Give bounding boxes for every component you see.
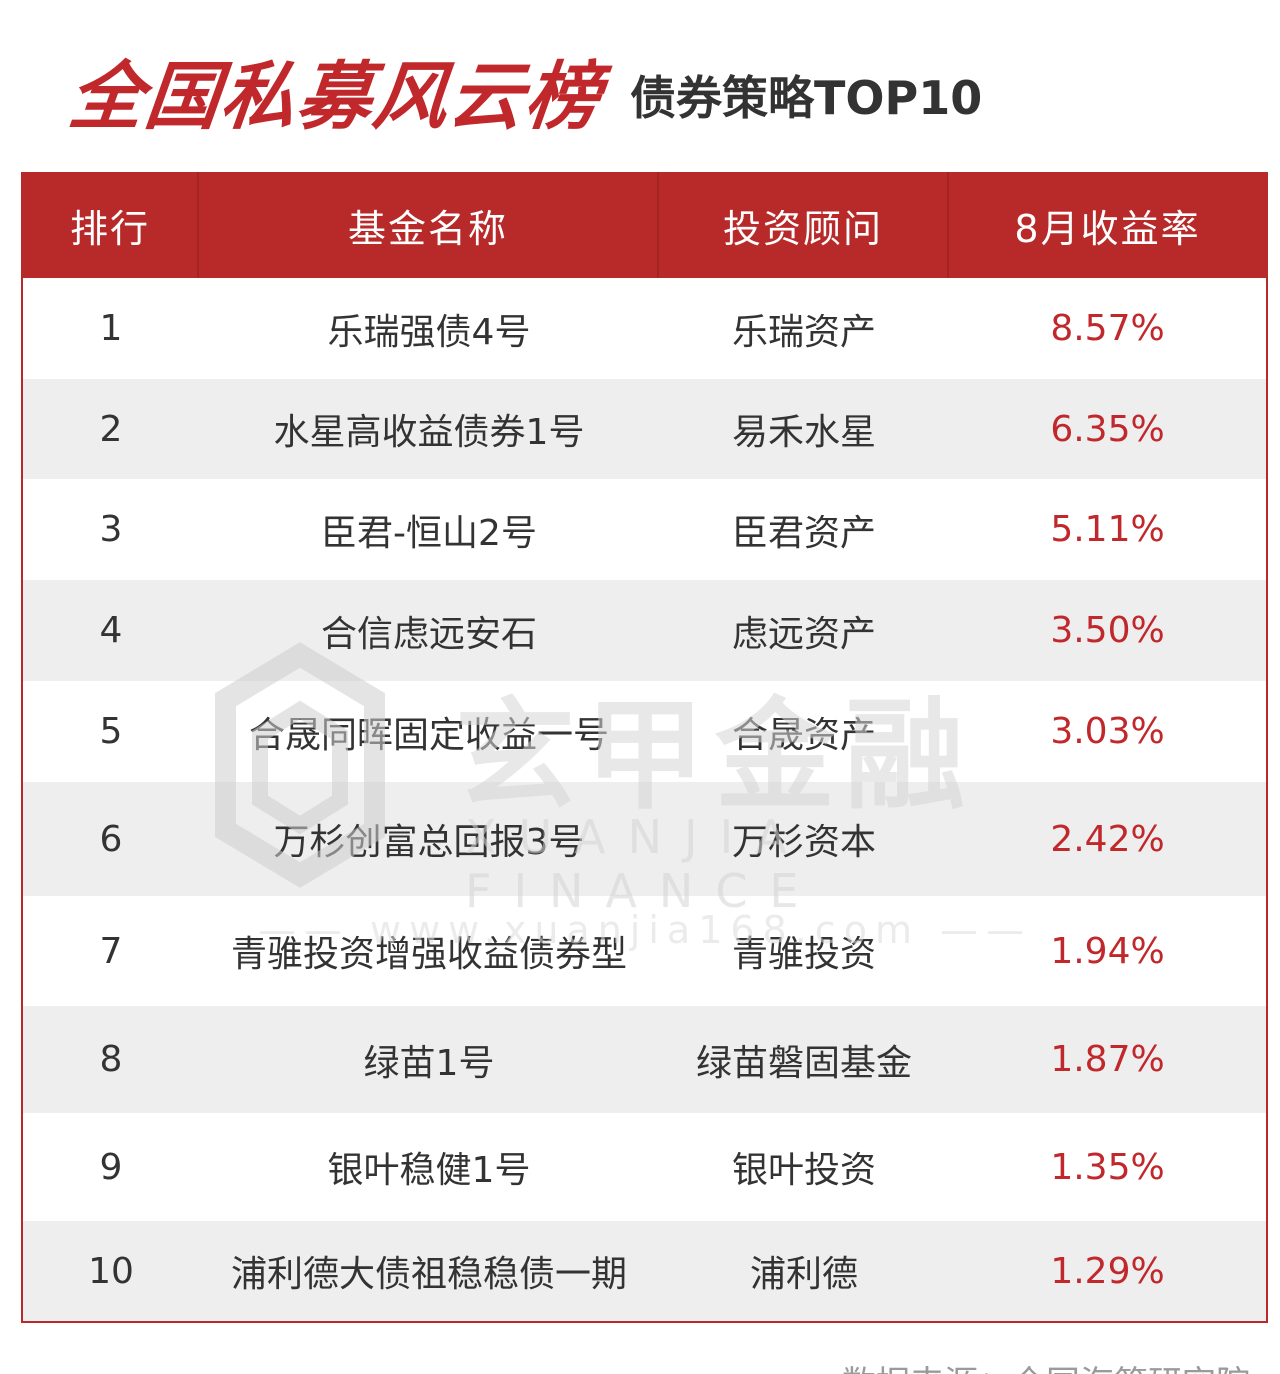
rank-cell: 8 <box>99 1039 123 1080</box>
fund-name-cell: 绿苗1号 <box>363 1042 495 1084</box>
table-body: 1 乐瑞强债4号 乐瑞资产 8.57% 2 水星高收益债券1号 易禾水星 6.35% 3 臣君-恒… <box>23 278 1266 1321</box>
advisor-cell: 万杉资本 <box>731 822 876 863</box>
table-row: 3 臣君-恒山2号 臣君资产 5.11% <box>23 479 1266 580</box>
rank-cell: 10 <box>88 1250 134 1292</box>
rank-cell: 5 <box>99 711 123 752</box>
header-title: 全国私募风云榜 <box>64 53 606 140</box>
return-cell: 1.29% <box>1050 1250 1165 1292</box>
return-cell: 3.03% <box>1050 711 1165 752</box>
rank-cell: 4 <box>99 610 123 651</box>
table-row: 6 万杉创富总回报3号 万杉资本 2.42% <box>23 782 1266 896</box>
table-row: 5 合晟同晖固定收益一号 合晟资产 3.03% <box>23 681 1266 782</box>
table-row: 10 浦利德大债祖稳稳债一期 浦利德 1.29% <box>23 1221 1266 1321</box>
fund-name-cell: 浦利德大债祖稳稳债一期 <box>230 1254 627 1295</box>
advisor-cell: 浦利德 <box>749 1254 858 1295</box>
rank-cell: 3 <box>99 509 123 550</box>
return-cell: 5.11% <box>1050 509 1165 550</box>
rank-cell: 6 <box>99 818 123 860</box>
table-row: 1 乐瑞强债4号 乐瑞资产 8.57% <box>23 278 1266 379</box>
fund-name-cell: 合信虑远安石 <box>320 613 537 655</box>
column-header-return: 8月收益率 <box>1014 206 1201 251</box>
table-row: 9 银叶稳健1号 银叶投资 1.35% <box>23 1113 1266 1221</box>
advisor-cell: 虑远资产 <box>731 613 876 655</box>
header: 全国私募风云榜 债券策略TOP10 <box>65 30 983 150</box>
return-cell: 1.87% <box>1050 1039 1165 1080</box>
table-row: 7 青骓投资增强收益债券型 青骓投资 1.94% <box>23 896 1266 1006</box>
table-row: 2 水星高收益债券1号 易禾水星 6.35% <box>23 379 1266 479</box>
table-header: 排行 基金名称 投资顾问 8月收益率 <box>23 172 1266 278</box>
ranking-table: 排行 基金名称 投资顾问 8月收益率 1 乐瑞强债4号 乐瑞资产 8.57% 2 水星高收… <box>21 172 1268 1323</box>
column-header-advisor: 投资顾问 <box>659 172 949 278</box>
rank-cell: 9 <box>99 1146 123 1188</box>
advisor-cell: 易禾水星 <box>731 412 876 453</box>
column-header-rank: 排行 <box>23 172 199 278</box>
return-cell: 1.35% <box>1050 1146 1165 1188</box>
fund-name-cell: 青骓投资增强收益债券型 <box>230 934 627 975</box>
return-cell: 2.42% <box>1050 818 1165 860</box>
return-cell: 3.50% <box>1050 610 1165 651</box>
column-header-fund: 基金名称 <box>199 172 659 278</box>
fund-name-cell: 万杉创富总回报3号 <box>273 822 585 863</box>
advisor-cell: 绿苗磐固基金 <box>695 1042 912 1084</box>
return-cell: 1.94% <box>1050 930 1165 972</box>
advisor-cell: 乐瑞资产 <box>731 311 876 353</box>
header-subtitle: 债券策略TOP10 <box>630 71 983 125</box>
data-source: 数据来源：全国海筛研究院 <box>842 1356 1250 1374</box>
advisor-cell: 合晟资产 <box>731 714 876 756</box>
advisor-cell: 臣君资产 <box>731 512 876 554</box>
return-cell: 8.57% <box>1050 308 1165 349</box>
rank-cell: 1 <box>99 308 123 349</box>
rank-cell: 7 <box>99 930 123 972</box>
rank-cell: 2 <box>99 408 123 450</box>
advisor-cell: 银叶投资 <box>731 1150 876 1191</box>
table-row: 4 合信虑远安石 虑远资产 3.50% <box>23 580 1266 681</box>
fund-name-cell: 乐瑞强债4号 <box>327 311 531 353</box>
fund-name-cell: 臣君-恒山2号 <box>321 512 537 554</box>
table-row: 8 绿苗1号 绿苗磐固基金 1.87% <box>23 1006 1266 1113</box>
fund-name-cell: 水星高收益债券1号 <box>273 412 585 453</box>
advisor-cell: 青骓投资 <box>731 934 876 975</box>
return-cell: 6.35% <box>1050 408 1165 450</box>
fund-name-cell: 合晟同晖固定收益一号 <box>248 714 609 756</box>
fund-name-cell: 银叶稳健1号 <box>327 1150 531 1191</box>
